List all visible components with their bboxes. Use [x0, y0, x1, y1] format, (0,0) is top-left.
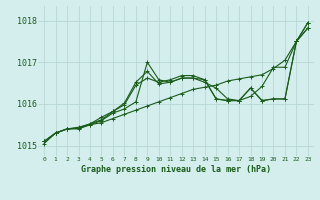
X-axis label: Graphe pression niveau de la mer (hPa): Graphe pression niveau de la mer (hPa)	[81, 165, 271, 174]
